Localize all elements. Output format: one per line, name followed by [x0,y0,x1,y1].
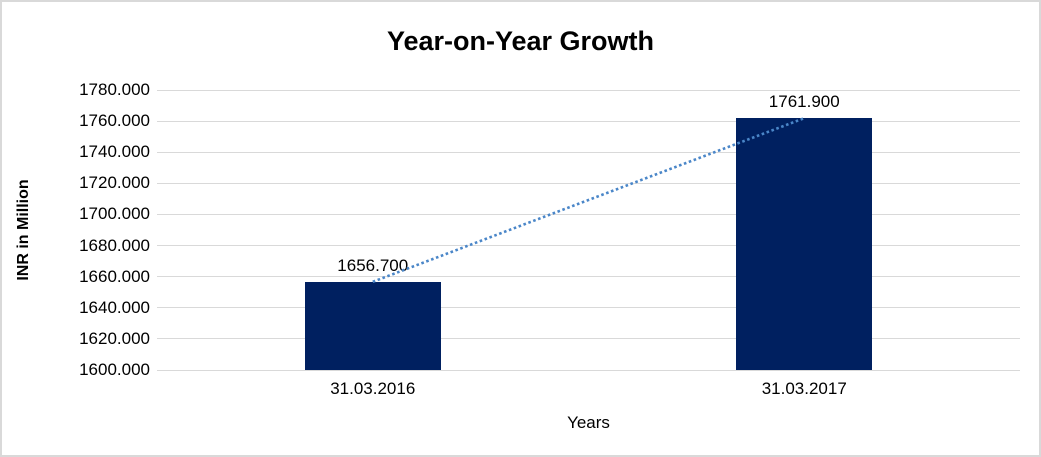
gridline [157,120,1020,122]
gridline [157,151,1020,153]
y-axis-tick-label: 1760.000 [79,111,150,131]
y-axis-tick-label: 1700.000 [79,204,150,224]
gridline [157,369,1020,371]
y-axis-tick-label: 1600.000 [79,360,150,379]
x-axis-tick-label: 31.03.2016 [330,379,416,398]
bar [304,281,441,370]
y-axis-tick-label: 1660.000 [79,266,150,286]
bar [736,118,873,370]
y-axis-tick-label: 1740.000 [79,142,150,162]
y-axis-tick-label: 1780.000 [79,80,150,99]
gridline [157,89,1020,91]
chart-title: Year-on-Year Growth [386,26,655,56]
gridline [157,307,1020,309]
gridline [157,245,1020,247]
gridline [157,276,1020,278]
bar-data-label: 1656.700 [337,255,409,275]
bar-data-label: 1761.900 [768,92,840,112]
x-axis-tick-label: 31.03.2017 [761,379,847,398]
y-axis-tick-label: 1640.000 [79,297,150,317]
y-axis-tick-label: 1680.000 [79,235,150,255]
y-axis-tick-label: 1720.000 [79,173,150,193]
gridline [157,182,1020,184]
y-axis-tick-label: 1620.000 [79,328,150,348]
gridline [157,213,1020,215]
x-axis-title: Years [567,413,610,432]
gridline [157,338,1020,340]
